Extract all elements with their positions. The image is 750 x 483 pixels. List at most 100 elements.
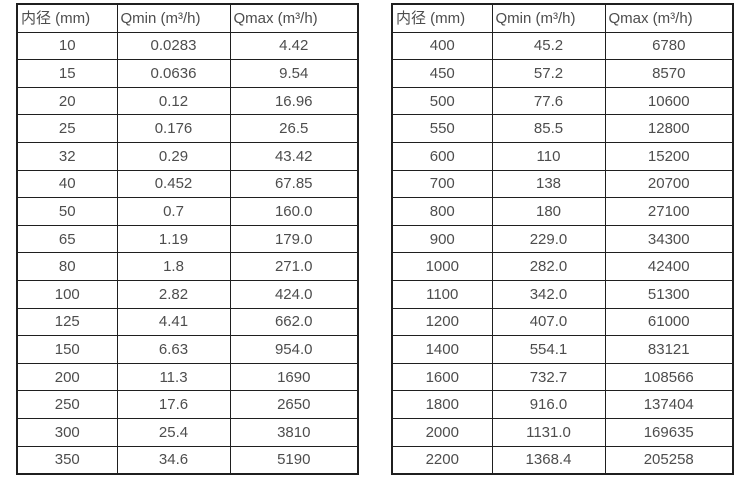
table-cell: 50 (16, 197, 118, 226)
table-cell: 732.7 (491, 362, 606, 392)
table-row: 500 77.6 10600 (391, 86, 734, 116)
table-cell: 9.54 (229, 59, 359, 88)
table-cell: 2.82 (116, 279, 231, 309)
table-cell: 424.0 (229, 279, 359, 309)
table-cell: 3810 (229, 417, 359, 447)
table-cell: 61000 (604, 307, 734, 337)
table-cell: 15200 (604, 141, 734, 171)
table-row: 2200 1368.4 205258 (391, 445, 734, 475)
table-row: 450 57.2 8570 (391, 59, 734, 88)
table-cell: 200 (16, 362, 118, 392)
table-cell: 0.452 (116, 169, 231, 199)
table-cell: 110 (491, 141, 606, 171)
column-header: Qmax (m³/h) (604, 3, 734, 33)
table-cell: 10 (16, 31, 118, 61)
table-row: 1100 342.0 51300 (391, 279, 734, 309)
table-cell: 0.0636 (116, 59, 231, 88)
table-row: 400 45.2 6780 (391, 31, 734, 61)
table-row: 15 0.0636 9.54 (16, 59, 359, 88)
table-cell: 32 (16, 141, 118, 171)
table-cell: 450 (391, 59, 493, 88)
table-cell: 342.0 (491, 279, 606, 309)
table-cell: 500 (391, 86, 493, 116)
flow-spec-table-small-diameters: 内径 (mm) Qmin (m³/h) Qmax (m³/h) 10 0.0283 4.4… (16, 3, 359, 476)
table-cell: 407.0 (491, 307, 606, 337)
table-row: 20 0.12 16.96 (16, 86, 359, 116)
table-cell: 0.0283 (116, 31, 231, 61)
table-cell: 2650 (229, 390, 359, 419)
column-header: 内径 (mm) (391, 3, 493, 33)
table-cell: 51300 (604, 279, 734, 309)
table-cell: 662.0 (229, 307, 359, 337)
table-cell: 16.96 (229, 86, 359, 116)
table-cell: 1368.4 (491, 445, 606, 475)
table-cell: 10600 (604, 86, 734, 116)
table-cell: 0.7 (116, 197, 231, 226)
table-row: 350 34.6 5190 (16, 445, 359, 475)
table-cell: 108566 (604, 362, 734, 392)
table-cell: 160.0 (229, 197, 359, 226)
column-header: Qmin (m³/h) (491, 3, 606, 33)
table-cell: 700 (391, 169, 493, 199)
table-cell: 1100 (391, 279, 493, 309)
table-cell: 1800 (391, 390, 493, 419)
table-cell: 0.176 (116, 114, 231, 143)
table-row: 550 85.5 12800 (391, 114, 734, 143)
table-cell: 300 (16, 417, 118, 447)
table-row: 800 180 27100 (391, 197, 734, 226)
table-cell: 169635 (604, 417, 734, 447)
table-cell: 600 (391, 141, 493, 171)
table-cell: 20700 (604, 169, 734, 199)
table-cell: 20 (16, 86, 118, 116)
table-row: 1800 916.0 137404 (391, 390, 734, 419)
table-cell: 77.6 (491, 86, 606, 116)
table-row: 200 11.3 1690 (16, 362, 359, 392)
table-cell: 27100 (604, 197, 734, 226)
table-cell: 6780 (604, 31, 734, 61)
flow-spec-table-large-diameters: 内径 (mm) Qmin (m³/h) Qmax (m³/h) 400 45.2 6780… (391, 3, 734, 476)
table-cell: 0.29 (116, 141, 231, 171)
table-cell: 150 (16, 335, 118, 364)
table-cell: 80 (16, 252, 118, 281)
table-cell: 229.0 (491, 224, 606, 254)
table-cell: 12800 (604, 114, 734, 143)
header-row: 内径 (mm) Qmin (m³/h) Qmax (m³/h) (391, 3, 734, 33)
table-row: 700 138 20700 (391, 169, 734, 199)
table-cell: 954.0 (229, 335, 359, 364)
table-cell: 25.4 (116, 417, 231, 447)
table-cell: 4.41 (116, 307, 231, 337)
table-cell: 15 (16, 59, 118, 88)
table-cell: 25 (16, 114, 118, 143)
table-row: 1200 407.0 61000 (391, 307, 734, 337)
table-cell: 40 (16, 169, 118, 199)
table-cell: 34300 (604, 224, 734, 254)
table-cell: 4.42 (229, 31, 359, 61)
table-cell: 400 (391, 31, 493, 61)
table-cell: 1200 (391, 307, 493, 337)
table-row: 2000 1131.0 169635 (391, 417, 734, 447)
table-row: 32 0.29 43.42 (16, 141, 359, 171)
table-cell: 916.0 (491, 390, 606, 419)
table-row: 125 4.41 662.0 (16, 307, 359, 337)
table-cell: 6.63 (116, 335, 231, 364)
table-row: 65 1.19 179.0 (16, 224, 359, 254)
table-row: 1600 732.7 108566 (391, 362, 734, 392)
table-cell: 800 (391, 197, 493, 226)
table-cell: 83121 (604, 335, 734, 364)
table-cell: 1600 (391, 362, 493, 392)
table-cell: 17.6 (116, 390, 231, 419)
column-header: 内径 (mm) (16, 3, 118, 33)
table-cell: 554.1 (491, 335, 606, 364)
table-cell: 100 (16, 279, 118, 309)
table-cell: 205258 (604, 445, 734, 475)
table-cell: 125 (16, 307, 118, 337)
table-cell: 138 (491, 169, 606, 199)
table-cell: 85.5 (491, 114, 606, 143)
table-cell: 67.85 (229, 169, 359, 199)
table-cell: 2200 (391, 445, 493, 475)
table-row: 150 6.63 954.0 (16, 335, 359, 364)
table-row: 300 25.4 3810 (16, 417, 359, 447)
table-cell: 65 (16, 224, 118, 254)
table-cell: 8570 (604, 59, 734, 88)
